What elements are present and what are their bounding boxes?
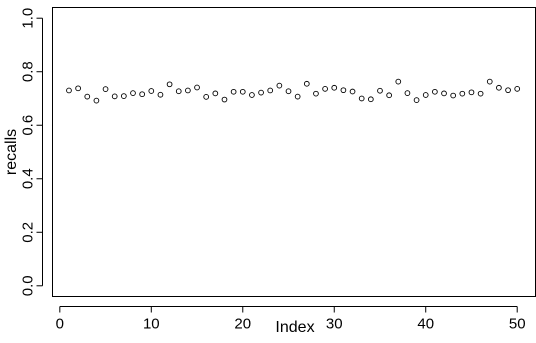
data-point [84,93,91,100]
data-point [212,90,219,97]
data-point [239,88,246,95]
data-point [185,87,191,94]
y-tick-label: 0.6 [20,115,37,136]
data-point [386,92,392,99]
data-point [148,88,155,94]
data-point [349,88,356,95]
x-tick-label: 30 [326,316,343,333]
data-point [432,88,438,95]
data-point [404,90,411,96]
data-point [130,90,136,96]
data-point [121,93,127,99]
data-point [294,93,301,100]
data-point [203,94,210,100]
data-point [75,85,81,92]
data-point [175,88,182,95]
data-point [111,93,118,100]
data-point [258,89,264,96]
data-point [367,96,374,103]
data-point [496,84,502,91]
data-point [468,89,475,96]
data-point [340,87,347,94]
data-point [486,78,493,85]
data-point [377,87,383,94]
data-point [166,81,173,88]
data-point [441,90,447,97]
x-tick-label: 20 [234,316,251,333]
data-point [66,87,72,94]
data-point [450,92,457,99]
x-tick-label: 0 [56,316,64,333]
data-point [313,90,319,97]
data-point [413,97,420,103]
data-point [358,95,365,102]
x-tick-label: 40 [417,316,434,333]
y-tick-label: 1.0 [20,8,37,29]
data-point [303,80,310,87]
data-point [459,90,466,97]
x-tick-label: 10 [143,316,160,333]
data-point [194,84,200,91]
data-point [331,84,338,91]
data-points [66,78,521,104]
y-tick-label: 0.2 [20,222,37,243]
data-point [276,82,283,89]
data-point [102,86,109,92]
x-axis-title: Index [275,319,314,336]
data-point [249,92,255,98]
data-point [139,91,145,98]
x-tick-label: 50 [509,316,526,333]
data-point [230,88,237,95]
data-point [221,96,228,103]
data-point [157,91,164,98]
y-tick-label: 0.8 [20,61,37,82]
data-point [267,87,274,94]
plot-frame [52,7,536,297]
y-axis: 0.0 0.2 0.4 0.6 0.8 1.0 [20,8,43,296]
data-point [322,85,328,92]
data-point [477,90,484,97]
data-point [422,92,429,98]
data-point [505,87,511,94]
data-point [514,85,521,92]
x-axis: 0 10 20 30 40 50 [56,306,526,333]
y-tick-label: 0.4 [20,168,37,189]
y-axis-title: recalls [3,129,20,175]
data-point [395,78,402,85]
y-tick-label: 0.0 [20,275,37,296]
data-point [285,88,292,95]
data-point [93,97,100,104]
